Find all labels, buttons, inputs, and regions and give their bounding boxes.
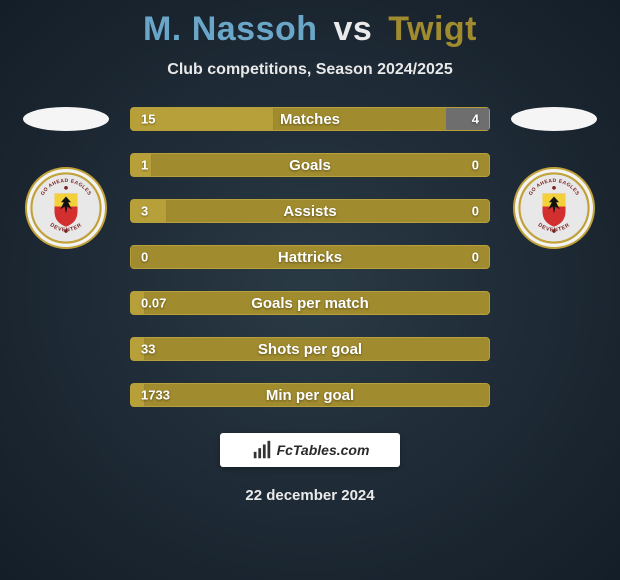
stat-row: Shots per goal33 (130, 337, 490, 361)
stat-label: Matches (131, 111, 489, 128)
stat-value-left: 3 (141, 204, 148, 219)
stat-value-left: 15 (141, 112, 155, 127)
brand-text: FcTables.com (277, 442, 370, 458)
stat-row: Hattricks0 0 (130, 245, 490, 269)
stat-value-left: 1733 (141, 388, 170, 403)
stat-label: Goals (131, 157, 489, 174)
stat-row: Matches15 4 (130, 107, 490, 131)
player2-club-crest: GO AHEAD EAGLES DEVENTER (513, 167, 595, 249)
vs-label: vs (333, 10, 372, 48)
brand-card: FcTables.com (220, 433, 400, 467)
stat-row: Min per goal1733 (130, 383, 490, 407)
stat-value-right: 0 (472, 204, 479, 219)
stat-value-left: 1 (141, 158, 148, 173)
stat-bars: Matches154Goals10Assists30Hattricks00Goa… (130, 107, 490, 407)
fctables-logo-icon (251, 439, 273, 461)
stat-label: Assists (131, 203, 489, 220)
player2-name: Twigt (388, 10, 477, 48)
subtitle: Club competitions, Season 2024/2025 (0, 61, 620, 79)
stat-row: Goals per match0.07 (130, 291, 490, 315)
stat-value-left: 0.07 (141, 296, 166, 311)
right-side: GO AHEAD EAGLES DEVENTER (504, 107, 604, 249)
stat-row: Goals1 0 (130, 153, 490, 177)
player1-flag (23, 107, 109, 131)
player1-name: M. Nassoh (143, 10, 318, 48)
stat-value-right: 0 (472, 158, 479, 173)
stat-value-left: 33 (141, 342, 155, 357)
stat-value-right: 4 (472, 112, 479, 127)
stat-label: Shots per goal (131, 341, 489, 358)
stat-row: Assists3 0 (130, 199, 490, 223)
stat-label: Hattricks (131, 249, 489, 266)
comparison-title: M. Nassoh vs Twigt (0, 0, 620, 49)
stat-label: Goals per match (131, 295, 489, 312)
footer-date: 22 december 2024 (0, 487, 620, 504)
content-area: GO AHEAD EAGLES DEVENTER Matches15 4 Goals… (0, 107, 620, 407)
left-side: GO AHEAD EAGLES DEVENTER (16, 107, 116, 249)
player1-club-crest: GO AHEAD EAGLES DEVENTER (25, 167, 107, 249)
stat-value-left: 0 (141, 250, 148, 265)
stat-value-right: 0 (472, 250, 479, 265)
player2-flag (511, 107, 597, 131)
stat-label: Min per goal (131, 387, 489, 404)
